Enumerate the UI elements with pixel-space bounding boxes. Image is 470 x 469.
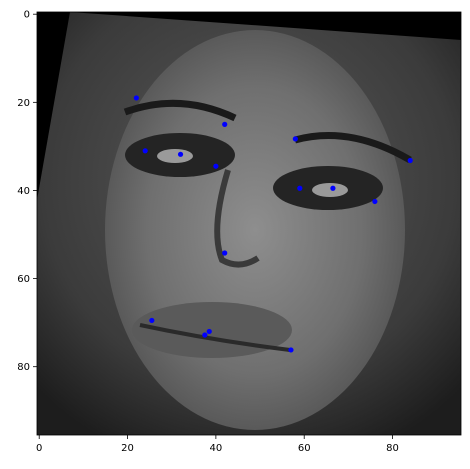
data-point-7 xyxy=(297,185,303,191)
data-point-10 xyxy=(222,250,228,256)
x-tick-label-3: 60 xyxy=(298,443,311,454)
lips-line xyxy=(139,323,291,352)
data-point-5 xyxy=(177,151,184,157)
y-tick-label-3: 60 xyxy=(17,274,30,285)
x-tick-label-4: 80 xyxy=(386,443,399,454)
data-point-11 xyxy=(149,317,155,324)
data-point-4 xyxy=(142,148,148,154)
y-tick-label-0: 0 xyxy=(24,10,30,21)
data-point-3 xyxy=(407,157,413,164)
x-tick-label-1: 20 xyxy=(121,443,134,454)
data-point-14 xyxy=(288,347,294,353)
y-axis: 0 20 40 60 80 xyxy=(17,10,37,373)
x-tick-label-2: 40 xyxy=(210,443,223,454)
data-point-2 xyxy=(292,136,298,142)
left-eyebrow xyxy=(123,99,237,122)
nose-shadow xyxy=(214,169,260,268)
right-eye-highlight xyxy=(312,183,348,197)
y-tick-label-1: 20 xyxy=(17,98,30,109)
data-point-1 xyxy=(222,121,228,127)
data-point-9 xyxy=(372,198,378,205)
right-eyebrow xyxy=(294,132,412,164)
data-point-13 xyxy=(202,332,208,338)
y-tick-label-2: 40 xyxy=(17,186,30,197)
face-skin xyxy=(105,30,405,430)
landmark-points xyxy=(133,95,413,353)
data-point-6 xyxy=(213,163,219,169)
y-tick-label-4: 80 xyxy=(17,362,30,373)
left-eye-highlight xyxy=(157,149,193,163)
plot-area xyxy=(37,12,461,435)
data-point-8 xyxy=(330,185,336,191)
axes-frame xyxy=(36,11,462,436)
x-tick-label-0: 0 xyxy=(36,443,42,454)
data-point-0 xyxy=(133,95,139,101)
x-axis: 0 20 40 60 80 xyxy=(36,435,399,454)
data-point-12 xyxy=(206,328,212,335)
